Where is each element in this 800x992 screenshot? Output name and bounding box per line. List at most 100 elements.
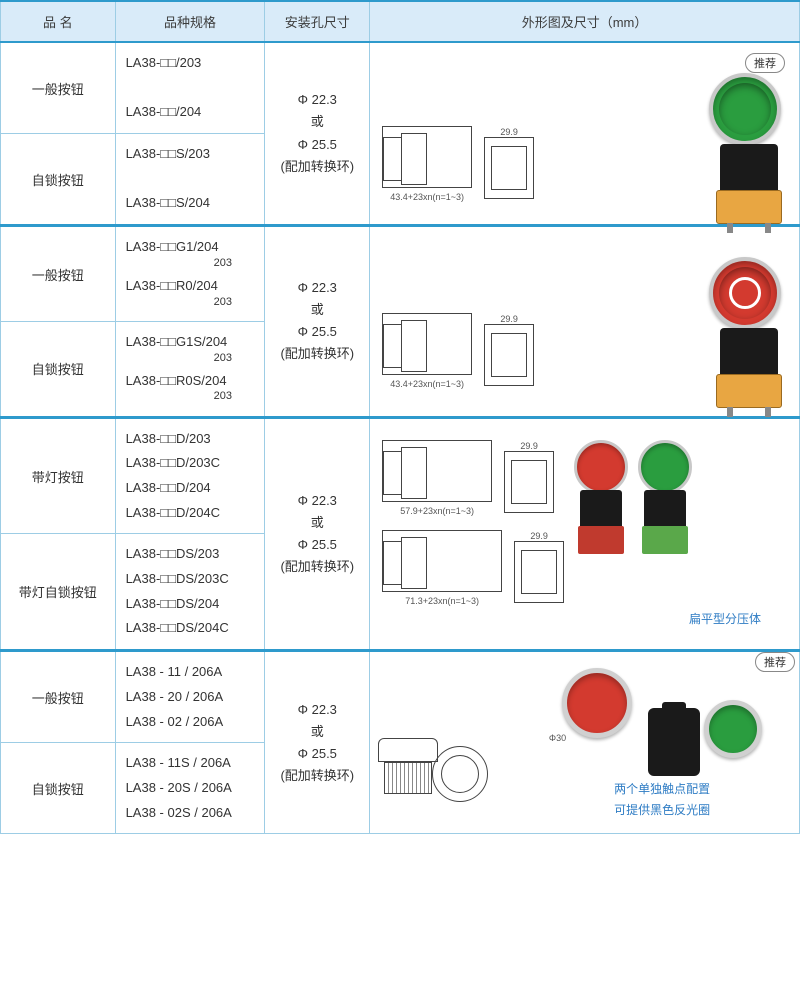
mount-d2: Φ 25.5 — [271, 134, 363, 156]
mount-d1: Φ 22.3 — [271, 490, 363, 512]
spec: LA38-□□S/203 — [126, 142, 259, 167]
spec: LA38 - 11 / 206A — [126, 660, 259, 685]
dim-front-w: 29.9 — [484, 127, 534, 137]
mount-or: 或 — [271, 512, 363, 534]
tech-front-wrap: 29.9 — [484, 126, 534, 202]
illum-btn-red — [574, 440, 628, 606]
spec-table: 品 名 品种规格 安装孔尺寸 外形图及尺寸（mm） 一般按钮 LA38-□□/2… — [0, 0, 800, 834]
spec-sub: 203 — [214, 390, 259, 403]
button-body — [720, 144, 778, 204]
tech-front-2 — [514, 541, 564, 603]
spec: LA38-□□DS/203 — [126, 542, 259, 567]
table-header: 品 名 品种规格 安装孔尺寸 外形图及尺寸（mm） — [1, 1, 800, 42]
tech-front-view — [484, 324, 534, 386]
spec: LA38-□□/203 — [126, 51, 259, 76]
row-g3-illum: 带灯按钮 LA38-□□D/203 LA38-□□D/203C LA38-□□D… — [1, 417, 800, 534]
mount-g2: Φ 22.3 或 Φ 25.5 (配加转换环) — [265, 226, 370, 418]
button-contacts — [716, 374, 782, 408]
tech-front-view — [484, 137, 534, 199]
spec: LA38-□□S/204 — [126, 191, 259, 216]
spec-g1r2: LA38-□□S/203 LA38-□□S/204 — [115, 134, 265, 226]
col-name-header: 品 名 — [1, 1, 116, 42]
mount-g1: Φ 22.3 或 Φ 25.5 (配加转换环) — [265, 42, 370, 226]
mount-note: (配加转换环) — [271, 765, 363, 787]
tech-side-2 — [382, 530, 502, 592]
spec: LA38 - 20S / 206A — [126, 776, 259, 801]
mount-g4: Φ 22.3 或 Φ 25.5 (配加转换环) — [265, 651, 370, 834]
caption-contacts: 两个单独触点配置 — [562, 780, 762, 797]
name-g4r2: 自锁按钮 — [1, 743, 116, 834]
name-g2r1: 一般按钮 — [1, 226, 116, 322]
dim-front-w: 29.9 — [484, 314, 534, 324]
tech-col: 57.9+23xn(n=1~3) 29.9 71.3+23xn(n=1~3) — [378, 440, 564, 606]
g4-images: Φ30 两个单独触点配置 可提供黑色反光圈 — [378, 668, 791, 818]
spec: LA38-□□DS/203C — [126, 567, 259, 592]
mount-or: 或 — [271, 111, 363, 133]
spec-g2r2: LA38-□□G1S/204 203 LA38-□□R0S/204 203 — [115, 321, 265, 417]
diagram-g4: 推荐 Φ30 — [370, 651, 800, 834]
tech-side-1 — [382, 440, 492, 502]
spec: LA38-□□D/203C — [126, 451, 259, 476]
spec-g4r1: LA38 - 11 / 206A LA38 - 20 / 206A LA38 -… — [115, 651, 265, 743]
tech-front-1 — [504, 451, 554, 513]
caption-flat: 扁平型分压体 — [378, 610, 761, 627]
mount-note: (配加转换环) — [271, 156, 363, 178]
spec-g3r1: LA38-□□D/203 LA38-□□D/203C LA38-□□D/204 … — [115, 417, 265, 534]
mount-note: (配加转换环) — [271, 556, 363, 578]
spec: LA38-□□/204 — [126, 100, 259, 125]
dim-w: 29.9 — [514, 531, 564, 541]
mount-note: (配加转换环) — [271, 343, 363, 365]
button-render-red-ring — [709, 237, 789, 388]
button-contacts — [716, 190, 782, 224]
name-g3r2: 带灯自锁按钮 — [1, 534, 116, 651]
tech-side-view — [382, 313, 472, 375]
button-cap — [709, 257, 781, 329]
spec: LA38 - 02 / 206A — [126, 710, 259, 735]
recommend-badge: 推荐 — [745, 53, 785, 73]
mount-d1: Φ 22.3 — [271, 699, 363, 721]
row-g2-normal: 一般按钮 LA38-□□G1/204 203 LA38-□□R0/204 203… — [1, 226, 800, 322]
spec-g4r2: LA38 - 11S / 206A LA38 - 20S / 206A LA38… — [115, 743, 265, 834]
spec-sub: 203 — [214, 296, 259, 309]
illum-buttons — [574, 440, 692, 606]
spec: LA38 - 20 / 206A — [126, 685, 259, 710]
dim-depth: 43.4+23xn(n=1~3) — [382, 192, 472, 202]
tech-side-view — [382, 126, 472, 188]
spec: LA38-□□D/204C — [126, 501, 259, 526]
dim-w: 29.9 — [504, 441, 554, 451]
mount-d1: Φ 22.3 — [271, 277, 363, 299]
row-g4-normal: 一般按钮 LA38 - 11 / 206A LA38 - 20 / 206A L… — [1, 651, 800, 743]
dim-depth: 57.9+23xn(n=1~3) — [382, 506, 492, 516]
name-g1r2: 自锁按钮 — [1, 134, 116, 226]
spec-g2r1: LA38-□□G1/204 203 LA38-□□R0/204 203 — [115, 226, 265, 322]
mount-d2: Φ 25.5 — [271, 321, 363, 343]
recommend-badge: 推荐 — [755, 652, 795, 672]
dim-compact: Φ30 — [549, 733, 566, 743]
spec-sub: 203 — [214, 352, 259, 365]
g4-renders: 两个单独触点配置 可提供黑色反光圈 — [562, 668, 762, 818]
button-render-green: 推荐 — [709, 53, 789, 204]
spec: LA38-□□DS/204 — [126, 592, 259, 617]
spec: LA38-□□D/204 — [126, 476, 259, 501]
col-diagram-header: 外形图及尺寸（mm） — [370, 1, 800, 42]
spec: LA38 - 02S / 206A — [126, 801, 259, 826]
spec: LA38 - 11S / 206A — [126, 751, 259, 776]
tech-compact — [378, 738, 438, 810]
illum-btn-green — [638, 440, 692, 606]
mount-d2: Φ 25.5 — [271, 534, 363, 556]
dim-depth: 43.4+23xn(n=1~3) — [382, 379, 472, 389]
diagram-g2: 43.4+23xn(n=1~3) 29.9 — [370, 226, 800, 418]
name-g1r1: 一般按钮 — [1, 42, 116, 134]
tech-side-wrap: 43.4+23xn(n=1~3) — [382, 313, 472, 389]
button-cap — [709, 73, 781, 145]
name-g4r1: 一般按钮 — [1, 651, 116, 743]
mount-d1: Φ 22.3 — [271, 89, 363, 111]
spec-sub: 203 — [214, 257, 259, 270]
name-g3r1: 带灯按钮 — [1, 417, 116, 534]
spec: LA38-□□DS/204C — [126, 616, 259, 641]
mount-d2: Φ 25.5 — [271, 743, 363, 765]
spec: LA38-□□D/203 — [126, 427, 259, 452]
diagram-g1: 推荐 43.4+23xn(n=1~3) 29.9 — [370, 42, 800, 226]
diagram-g3: 57.9+23xn(n=1~3) 29.9 71.3+23xn(n=1~3) — [370, 417, 800, 651]
compact-btn-green — [704, 700, 762, 758]
